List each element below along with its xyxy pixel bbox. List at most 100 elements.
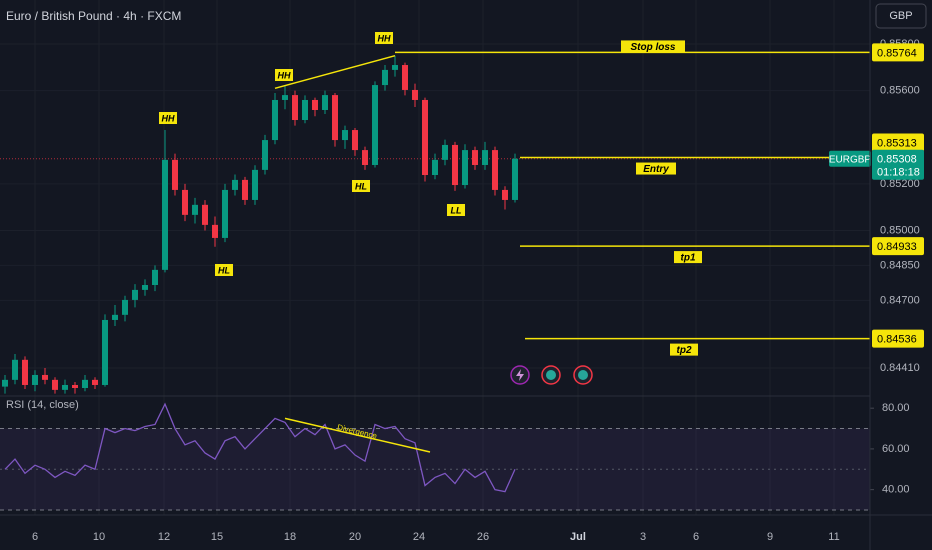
- candle-body: [202, 204, 208, 225]
- level-name-box: [670, 343, 698, 356]
- candle-body: [102, 319, 108, 385]
- level-name-box: [636, 162, 676, 175]
- candle-body: [22, 359, 28, 385]
- candle-body: [412, 89, 418, 100]
- swing-label: HL: [218, 265, 230, 275]
- candle-body: [112, 314, 118, 320]
- x-tick-label: 18: [284, 531, 296, 543]
- candle-body: [382, 69, 388, 86]
- swing-box: [447, 204, 465, 216]
- candle-body: [292, 95, 298, 121]
- x-tick-label: 24: [413, 531, 425, 543]
- candle-body: [82, 379, 88, 389]
- rsi-tick-label: 80.00: [882, 402, 910, 414]
- candle-body: [192, 204, 198, 215]
- level-price-box: [872, 329, 924, 348]
- candle-body: [352, 130, 358, 151]
- candle-body: [312, 99, 318, 110]
- candle-body: [52, 379, 58, 390]
- candle-body: [432, 159, 438, 176]
- swing-label: LL: [451, 205, 462, 215]
- candle-body: [372, 85, 378, 165]
- candle-body: [222, 189, 228, 238]
- level-name-box: [621, 40, 685, 53]
- level-price-box: [872, 43, 924, 62]
- candle-body: [152, 269, 158, 286]
- candle-body: [142, 285, 148, 290]
- level-name-box: [674, 251, 702, 264]
- icon: [516, 369, 524, 381]
- swing-box: [275, 69, 293, 81]
- candle-body: [92, 379, 98, 385]
- level-name: tp1: [681, 253, 696, 264]
- swing-label: HH: [162, 113, 175, 123]
- candle-body: [182, 189, 188, 215]
- candle-body: [332, 95, 338, 141]
- level-price: 0.85764: [877, 47, 917, 59]
- candle-body: [472, 150, 478, 165]
- candle-body: [132, 289, 138, 300]
- trendline: [274, 54, 396, 90]
- countdown: 01:18:18: [877, 167, 920, 179]
- swing-label: HH: [378, 33, 391, 43]
- x-tick-label: 15: [211, 531, 223, 543]
- y-tick-label: 0.85000: [880, 224, 920, 236]
- candle-body: [482, 150, 488, 165]
- icon: [578, 370, 588, 380]
- currency-button[interactable]: [875, 3, 927, 29]
- candle-body: [402, 65, 408, 90]
- x-tick-label: 12: [158, 531, 170, 543]
- candle-body: [72, 384, 78, 389]
- swing-box: [375, 32, 393, 44]
- x-tick-label: 10: [93, 531, 105, 543]
- x-tick-label: 6: [693, 531, 699, 543]
- candle-body: [62, 384, 68, 390]
- swing-label: HH: [278, 70, 291, 80]
- x-tick-label: 11: [828, 531, 839, 543]
- level-price-box: [872, 133, 924, 152]
- level-name: tp2: [677, 345, 692, 356]
- rsi-line: [4, 402, 516, 493]
- candle-body: [302, 99, 308, 121]
- y-tick-label: 0.85600: [880, 85, 920, 97]
- candle-body: [12, 359, 18, 380]
- chart-title: Euro / British Pound · 4h · FXCM: [6, 9, 181, 23]
- candle-body: [452, 144, 458, 186]
- candle-body: [442, 144, 448, 160]
- candle-body: [272, 99, 278, 141]
- swing-box: [352, 180, 370, 192]
- indicator-icons: [510, 365, 593, 385]
- y-tick-label: 0.84850: [880, 259, 920, 271]
- candle-body: [502, 189, 508, 200]
- level-price-box: [872, 237, 924, 256]
- current-price-box: [872, 149, 924, 180]
- level-name: Stop loss: [630, 42, 675, 53]
- candle-body: [392, 65, 398, 70]
- candle-body: [342, 130, 348, 141]
- level-price: 0.84536: [877, 334, 917, 346]
- candle-body: [2, 379, 8, 387]
- x-tick-label: 3: [640, 531, 646, 543]
- candle-body: [232, 179, 238, 190]
- candle-body: [252, 169, 258, 200]
- candle-body: [242, 179, 248, 200]
- candle-body: [212, 224, 218, 238]
- currency[interactable]: GBP: [889, 10, 912, 22]
- candle-body: [262, 140, 268, 170]
- candle-body: [512, 158, 518, 200]
- divergence-line: [284, 417, 431, 453]
- symbol: EURGBP: [829, 154, 872, 165]
- y-tick-label: 0.85200: [880, 178, 920, 190]
- swing-label: HL: [355, 181, 367, 191]
- candle-body: [32, 374, 38, 385]
- x-tick-label: 26: [477, 531, 489, 543]
- candle-body: [162, 159, 168, 270]
- level-name: Entry: [643, 164, 669, 175]
- current-price: 0.85308: [877, 154, 917, 166]
- x-tick-label: 9: [767, 531, 773, 543]
- x-tick-label: 20: [349, 531, 361, 543]
- rsi-title: RSI (14, close): [6, 399, 79, 411]
- candle-body: [172, 159, 178, 190]
- swing-box: [159, 112, 177, 124]
